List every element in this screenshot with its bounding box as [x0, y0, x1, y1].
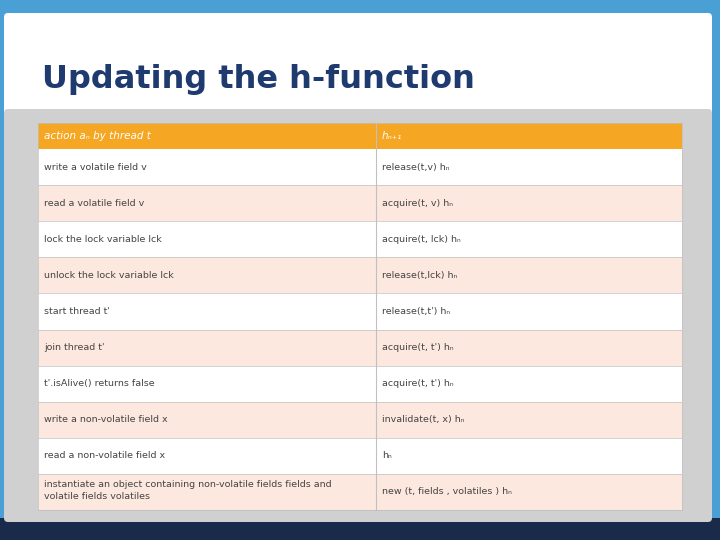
Text: acquire(t, v) hₙ: acquire(t, v) hₙ: [382, 199, 453, 208]
Text: volatile fields volatiles: volatile fields volatiles: [44, 492, 150, 501]
Bar: [38, 185, 682, 221]
Text: action aₙ by thread t: action aₙ by thread t: [44, 131, 151, 141]
FancyBboxPatch shape: [4, 13, 712, 129]
Text: t'.isAlive() returns false: t'.isAlive() returns false: [44, 379, 155, 388]
FancyBboxPatch shape: [4, 109, 712, 522]
Bar: [38, 366, 682, 402]
Text: instantiate an object containing non-volatile fields fields and: instantiate an object containing non-vol…: [44, 480, 332, 489]
Text: hₙ: hₙ: [382, 451, 392, 460]
Text: unlock the lock variable lck: unlock the lock variable lck: [44, 271, 174, 280]
Bar: [38, 149, 682, 185]
Text: hₙ₊₁: hₙ₊₁: [382, 131, 402, 141]
Text: read a volatile field v: read a volatile field v: [44, 199, 144, 208]
Text: invalidate(t, x) hₙ: invalidate(t, x) hₙ: [382, 415, 464, 424]
Text: start thread t': start thread t': [44, 307, 110, 316]
Bar: [38, 329, 682, 366]
Bar: [38, 221, 682, 257]
Bar: [38, 402, 682, 438]
Text: write a volatile field v: write a volatile field v: [44, 163, 147, 172]
Text: lock the lock variable lck: lock the lock variable lck: [44, 235, 162, 244]
Text: read a non-volatile field x: read a non-volatile field x: [44, 451, 165, 460]
Text: release(t,lck) hₙ: release(t,lck) hₙ: [382, 271, 457, 280]
Bar: [38, 123, 682, 149]
Bar: [38, 438, 682, 474]
Text: join thread t': join thread t': [44, 343, 104, 352]
Text: acquire(t, lck) hₙ: acquire(t, lck) hₙ: [382, 235, 461, 244]
Bar: [38, 474, 682, 510]
Text: write a non-volatile field x: write a non-volatile field x: [44, 415, 168, 424]
Bar: [0, 518, 720, 540]
Text: new (t, fields , volatiles ) hₙ: new (t, fields , volatiles ) hₙ: [382, 488, 512, 496]
Bar: [38, 293, 682, 329]
Text: acquire(t, t') hₙ: acquire(t, t') hₙ: [382, 343, 454, 352]
Bar: [38, 257, 682, 293]
Text: release(t,v) hₙ: release(t,v) hₙ: [382, 163, 449, 172]
Text: release(t,t') hₙ: release(t,t') hₙ: [382, 307, 450, 316]
Text: Updating the h-function: Updating the h-function: [42, 64, 475, 95]
Text: acquire(t, t') hₙ: acquire(t, t') hₙ: [382, 379, 454, 388]
